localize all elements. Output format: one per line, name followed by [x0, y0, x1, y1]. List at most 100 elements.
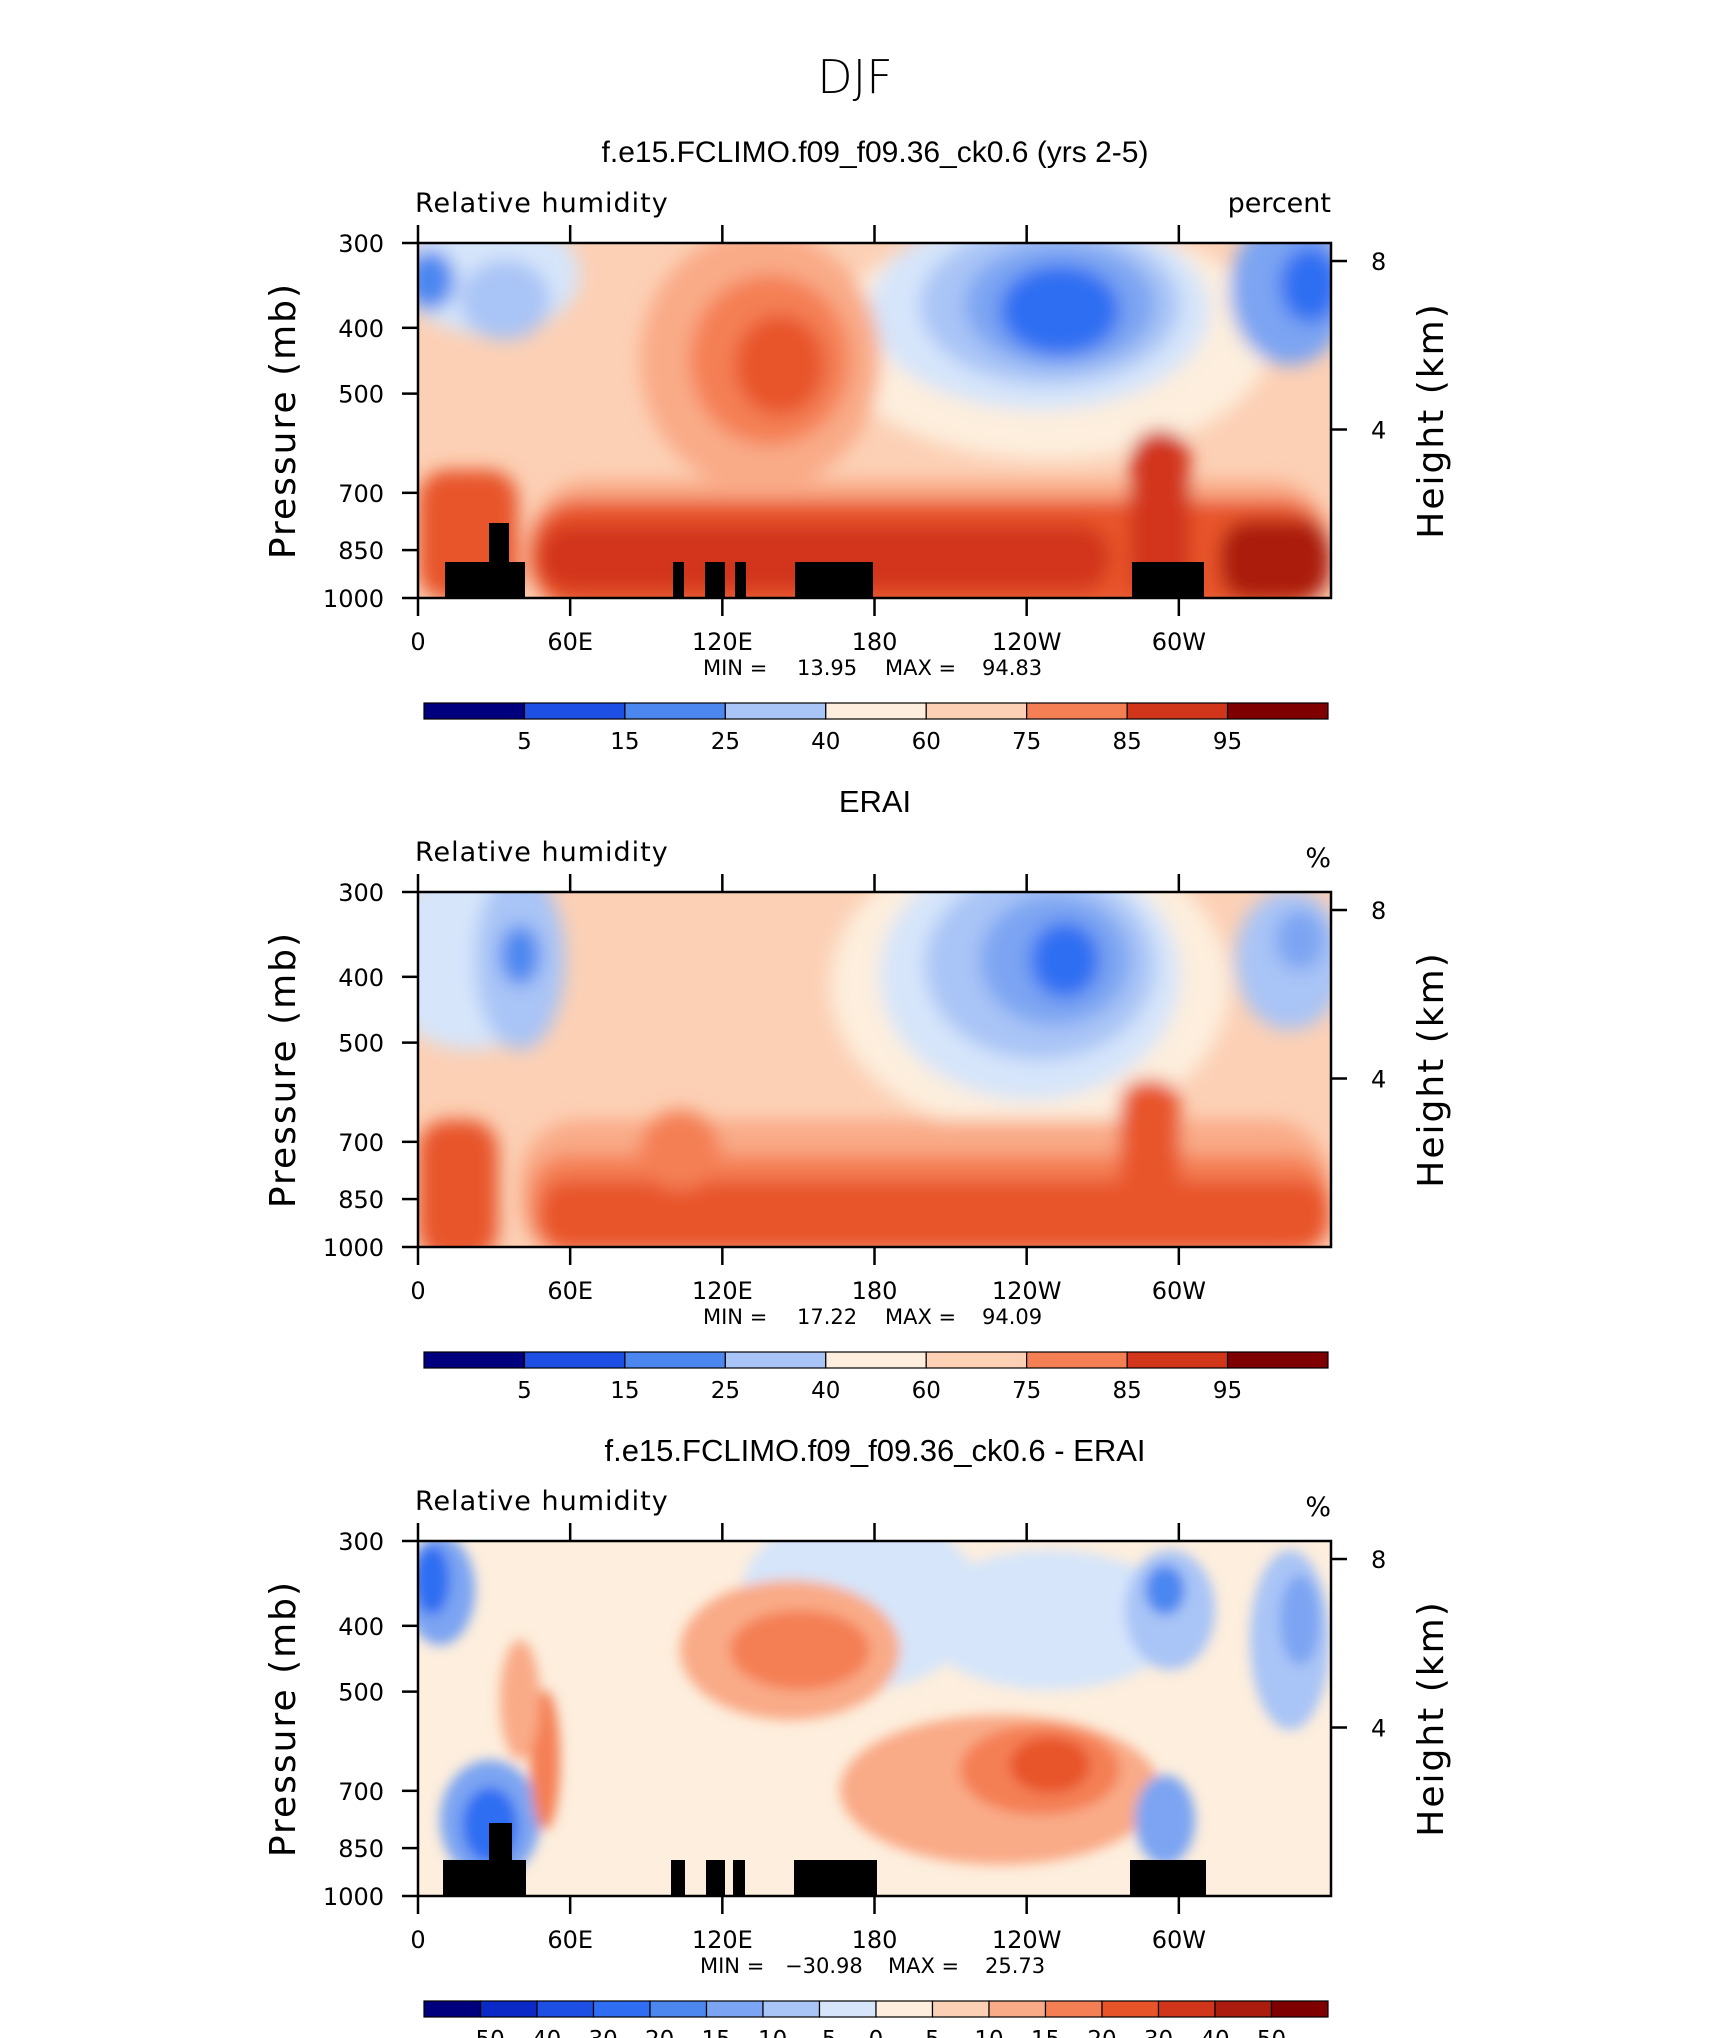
x-tick-label: 120W	[992, 1277, 1062, 1305]
x-tick-label: 0	[410, 628, 425, 656]
contour-blob	[1280, 247, 1331, 323]
colorbar-box	[523, 702, 626, 720]
colorbar-label: 15	[1031, 2027, 1060, 2038]
x-tick-label: 60E	[547, 1277, 593, 1305]
y-tick-label: 300	[338, 879, 384, 907]
colorbar-box	[925, 702, 1028, 720]
colorbar-label: 40	[1200, 2027, 1229, 2038]
y-tick-label: 700	[338, 1129, 384, 1157]
colorbar-label: 25	[711, 1378, 740, 1404]
colorbar-box	[1101, 2000, 1160, 2018]
panel-title: ERAI	[839, 784, 911, 819]
colorbar-box	[1157, 2000, 1216, 2018]
y2-tick-label: 8	[1371, 897, 1386, 925]
colorbar-box	[1044, 2000, 1103, 2018]
y2-axis-title: Height (km)	[1411, 1600, 1452, 1836]
contour-blob	[418, 1545, 450, 1615]
y-tick-label: 850	[338, 1835, 384, 1863]
colorbar-box	[875, 2000, 934, 2018]
y-tick-label: 500	[338, 1030, 384, 1058]
contour-blob	[735, 315, 825, 415]
left-label: Relative humidity	[415, 188, 669, 219]
panel-diff: f.e15.FCLIMO.f09_f09.36_ck0.6 - ERAI Rel…	[263, 1433, 1452, 2038]
colorbar-box	[724, 1351, 827, 1369]
contour-blob	[460, 260, 550, 340]
contour-field	[418, 243, 1331, 598]
x-tick-label: 180	[852, 1926, 898, 1954]
contour-band	[540, 1180, 1330, 1247]
topography	[443, 1823, 1206, 1896]
y2-tick-label: 4	[1371, 1066, 1386, 1094]
contour-field	[418, 1541, 1331, 1896]
colorbar-label: 0	[869, 2027, 884, 2038]
colorbar-box	[624, 1351, 726, 1369]
colorbar-label: −5	[803, 2027, 837, 2038]
stats-min: −30.98	[785, 1954, 863, 1978]
colorbar-label: 15	[610, 1378, 639, 1404]
colorbar-label: −50	[456, 2027, 505, 2038]
colorbar-box	[1226, 702, 1329, 720]
x-tick-label: 120E	[692, 1926, 753, 1954]
y-tick-label: 400	[338, 964, 384, 992]
left-label: Relative humidity	[415, 837, 669, 868]
colorbar-label: 40	[811, 1378, 840, 1404]
y2-tick-label: 4	[1371, 1715, 1386, 1743]
contour-blob	[1030, 922, 1100, 998]
panel-title: f.e15.FCLIMO.f09_f09.36_ck0.6 (yrs 2-5)	[602, 136, 1149, 169]
topography	[445, 523, 1204, 598]
colorbar-label: 25	[711, 729, 740, 755]
colorbar-box	[1226, 1351, 1329, 1369]
right-label: percent	[1228, 188, 1331, 219]
colorbar-label: −15	[682, 2027, 731, 2038]
stats-min: 17.22	[797, 1305, 857, 1329]
colorbar-label: −20	[626, 2027, 675, 2038]
colorbar-label: 50	[1257, 2027, 1286, 2038]
colorbar-box	[988, 2000, 1047, 2018]
colorbar-label: 15	[610, 729, 639, 755]
x-tick-label: 120E	[692, 1277, 753, 1305]
contour-blob	[1145, 1565, 1185, 1615]
colorbar-box	[825, 702, 927, 720]
colorbar-box	[931, 2000, 990, 2018]
contour-blob	[1135, 1775, 1195, 1865]
contour-blob	[640, 1110, 720, 1190]
colorbar-box	[825, 1351, 927, 1369]
y-axis-title: Pressure (mb)	[263, 1580, 304, 1857]
colorbar-label: 5	[517, 1378, 532, 1404]
colorbar-label: 60	[912, 1378, 941, 1404]
colorbar-box	[925, 1351, 1028, 1369]
x-tick-label: 180	[852, 1277, 898, 1305]
y-tick-label: 850	[338, 1186, 384, 1214]
colorbar-label: −30	[569, 2027, 618, 2038]
panel-model: f.e15.FCLIMO.f09_f09.36_ck0.6 (yrs 2-5) …	[263, 136, 1452, 755]
colorbar-label: −10	[739, 2027, 788, 2038]
x-tick-label: 120W	[992, 1926, 1062, 1954]
colorbar-label: 20	[1087, 2027, 1116, 2038]
x-tick-label: 60E	[547, 628, 593, 656]
stats-min-label: MIN =	[703, 656, 767, 680]
y2-tick-label: 4	[1371, 417, 1386, 445]
y-tick-label: 500	[338, 1679, 384, 1707]
y-tick-label: 400	[338, 315, 384, 343]
right-label: %	[1305, 843, 1331, 874]
x-tick-label: 120W	[992, 628, 1062, 656]
colorbar-box	[423, 1351, 526, 1369]
y-tick-label: 400	[338, 1613, 384, 1641]
y2-axis-title: Height (km)	[1411, 951, 1452, 1187]
panel-title: f.e15.FCLIMO.f09_f09.36_ck0.6 - ERAI	[604, 1433, 1145, 1468]
colorbar-label: 5	[925, 2027, 940, 2038]
colorbar-label: 10	[974, 2027, 1003, 2038]
contour-blob	[500, 1640, 540, 1760]
colorbar-label: 30	[1144, 2027, 1173, 2038]
colorbar-label: −40	[513, 2027, 562, 2038]
y-tick-label: 300	[338, 1528, 384, 1556]
y2-axis-title: Height (km)	[1411, 302, 1452, 538]
contour-band	[1130, 430, 1190, 598]
y-axis-title: Pressure (mb)	[263, 282, 304, 559]
contour-band	[1120, 1080, 1180, 1247]
stats-min-label: MIN =	[700, 1954, 764, 1978]
colorbar-label: 75	[1012, 1378, 1041, 1404]
y-tick-label: 1000	[323, 1234, 384, 1262]
colorbar-label: 75	[1012, 729, 1041, 755]
colorbar-box	[1270, 2000, 1329, 2018]
